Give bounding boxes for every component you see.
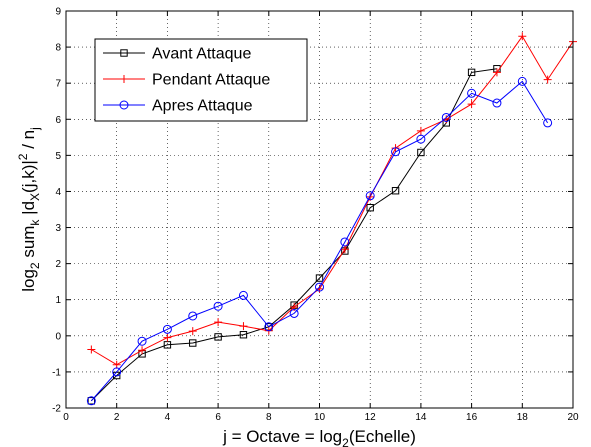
x-tick-label: 14 [415,412,427,423]
legend-label: Pendant Attaque [152,72,270,89]
x-axis-label-tail: (Echelle) [349,427,416,446]
y-tick-label: -1 [52,367,61,378]
data-point [467,100,476,109]
data-point [238,290,248,300]
y-tick-label: 8 [55,43,61,54]
data-point [543,118,553,128]
series-line [90,80,549,402]
data-point [264,322,274,332]
data-point [86,396,96,406]
data-point [416,134,426,144]
x-tick-label: 12 [365,412,377,423]
y-tick-label: 0 [55,331,61,342]
data-point [517,76,527,86]
y-tick-label: 9 [55,7,61,18]
y-axis-label: log2 sumk |dX(j,k)|2 / nj [16,127,42,292]
legend: Avant Attaque Pendant Attaque Apres Attaqu… [94,38,308,122]
legend-entry: Avant Attaque [103,46,251,63]
data-point [214,333,222,341]
data-point [163,333,172,342]
y-axis-label-part: 2 [16,153,30,160]
x-tick-label: 10 [314,412,326,423]
data-point [214,318,223,327]
data-point [138,346,147,355]
data-point [467,88,477,98]
y-axis-label-part: (j,k)| [19,160,38,193]
data-point [518,32,527,41]
y-tick-label: 2 [55,259,61,270]
data-point [467,68,476,77]
y-axis-label-part: X [28,193,42,201]
x-tick-label: 0 [63,412,69,423]
data-point [189,339,197,347]
y-axis-label-part: log [19,269,38,292]
series-2 [87,32,577,369]
x-tick-label: 2 [114,412,120,423]
y-tick-label: 7 [55,79,61,90]
data-point [119,100,129,110]
x-tick-label: 4 [165,412,171,423]
data-point [289,308,299,318]
x-tick-label: 18 [517,412,529,423]
data-point [441,112,451,122]
y-axis-label-part: 2 [28,262,42,269]
y-axis-label-part: sum [19,226,38,263]
data-point [120,49,128,57]
y-tick-label: 4 [55,187,61,198]
data-point [366,203,374,212]
data-point [120,75,128,83]
data-point [543,75,552,84]
x-axis-label: j = Octave = log2(Echelle) [222,427,416,447]
data-point [492,68,501,77]
y-tick-label: 1 [55,295,61,306]
data-point [87,397,96,405]
y-axis-label-part: j [28,127,42,131]
data-point [315,282,324,292]
x-axis-label-subscript: 2 [342,436,349,447]
data-point [391,147,401,157]
series-3 [86,76,553,406]
data-point [188,327,197,336]
data-point [239,331,248,339]
data-point [188,311,198,321]
data-point [365,191,375,201]
x-tick-label: 20 [567,412,579,423]
series-line [91,35,574,366]
legend-label: Avant Attaque [152,46,251,63]
legend-entry: Apres Attaque [103,98,253,115]
data-point [112,367,122,377]
data-point [137,336,147,346]
y-tick-label: 3 [55,223,61,234]
data-point [112,360,121,369]
data-point [416,126,425,135]
data-point [391,187,400,195]
y-tick-label: 5 [55,151,61,162]
legend-label: Apres Attaque [152,98,253,115]
data-point [87,345,96,354]
data-point [163,341,172,349]
x-axis-label-main: j = Octave = log [222,427,342,446]
y-tick-label: -2 [52,404,61,415]
data-point [162,324,172,334]
x-tick-label: 16 [466,412,478,423]
data-point [213,301,223,311]
series-layer [86,32,577,406]
data-point [315,274,324,282]
data-point [340,237,350,247]
legend-entry: Pendant Attaque [103,72,270,89]
data-point [239,322,248,331]
data-point [492,98,502,108]
y-axis-label-part: / n [19,130,38,154]
data-point [417,148,425,157]
y-axis-label-part: k [28,219,42,226]
x-tick-label: 8 [266,412,272,423]
x-tick-label: 6 [215,412,221,423]
y-tick-label: 6 [55,115,61,126]
y-axis-label-part: |d [19,201,38,220]
data-point [340,245,349,254]
